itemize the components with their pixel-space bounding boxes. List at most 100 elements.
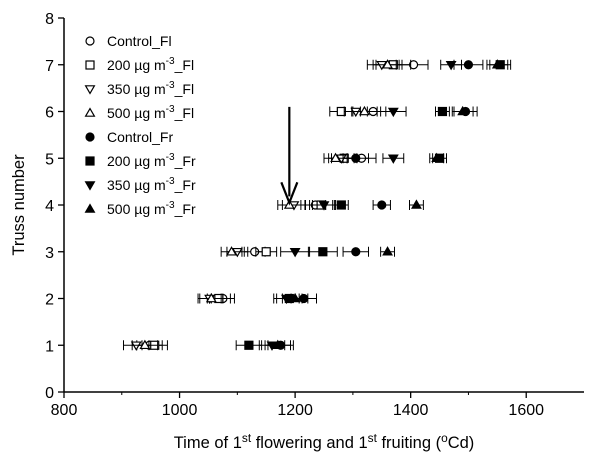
legend-label-part: µ bbox=[134, 177, 142, 193]
data-point bbox=[351, 153, 361, 163]
legend-label-part: Control_Fl bbox=[107, 33, 172, 49]
x-tick-label: 800 bbox=[51, 402, 78, 419]
legend-label-part: 500 bbox=[107, 201, 134, 217]
y-axis-title: Truss number bbox=[10, 154, 28, 256]
y-tick-label: 1 bbox=[45, 338, 54, 355]
data-point bbox=[351, 247, 361, 257]
legend-label: Control_Fr bbox=[107, 129, 173, 145]
x-tick-label: 1400 bbox=[393, 402, 429, 419]
x-axis-title-part: o bbox=[441, 431, 448, 445]
legend-label-part: _Fr bbox=[174, 201, 196, 217]
legend-label: 500 µg m-3_Fr bbox=[107, 200, 196, 217]
legend-item: 500 µg m-3_Fl bbox=[84, 104, 194, 121]
legend-label-part: Control_Fr bbox=[107, 129, 173, 145]
data-point bbox=[350, 107, 362, 118]
data-point bbox=[205, 292, 217, 303]
data-point bbox=[289, 247, 301, 258]
x-tick-label: 1000 bbox=[162, 402, 198, 419]
legend-label-part: -3 bbox=[166, 80, 175, 91]
data-point bbox=[437, 106, 448, 117]
y-axis: 0 1 2 3 4 5 6 7 8 bbox=[45, 11, 64, 402]
series-7 bbox=[264, 59, 509, 351]
legend-label-part: g m bbox=[142, 105, 165, 121]
legend-marker bbox=[84, 85, 96, 95]
data-point bbox=[387, 107, 399, 118]
legend-label-part: _Fl bbox=[174, 105, 194, 121]
legend-label-part: µ bbox=[134, 81, 142, 97]
legend-marker bbox=[85, 132, 95, 142]
legend-marker bbox=[84, 203, 96, 213]
arrow-head bbox=[280, 181, 299, 206]
legend-label: 200 µg m-3_Fr bbox=[107, 152, 196, 169]
legend-label-part: µ bbox=[134, 105, 142, 121]
y-tick-label: 0 bbox=[45, 385, 54, 402]
axis-titles: Time of 1st flowering and 1st fruiting (… bbox=[10, 154, 474, 452]
legend-item: 500 µg m-3_Fr bbox=[84, 200, 196, 217]
legend-label: 350 µg m-3_Fl bbox=[107, 80, 194, 97]
y-tick-label: 3 bbox=[45, 245, 54, 262]
legend-item: 200 µg m-3_Fl bbox=[85, 56, 194, 73]
legend-label-part: 500 bbox=[107, 105, 134, 121]
data-point bbox=[377, 200, 387, 210]
x-tick-label: 1200 bbox=[277, 402, 313, 419]
legend-label-part: µ bbox=[134, 153, 142, 169]
x-axis: 800 1000 1200 1400 1600 bbox=[51, 392, 544, 419]
data-point bbox=[318, 201, 330, 211]
y-tick-label: 6 bbox=[45, 105, 54, 122]
x-axis-title: Time of 1st flowering and 1st fruiting (… bbox=[174, 431, 475, 452]
legend-item: 350 µg m-3_Fr bbox=[84, 176, 196, 193]
x-axis-title-part: fruiting ( bbox=[377, 434, 442, 452]
legend-label-part: g m bbox=[142, 177, 165, 193]
data-point bbox=[289, 292, 301, 303]
legend-label: 350 µg m-3_Fr bbox=[107, 176, 196, 193]
legend-item: 200 µg m-3_Fr bbox=[85, 152, 196, 169]
data-point bbox=[281, 294, 292, 305]
data-point bbox=[411, 199, 422, 209]
annotation bbox=[280, 106, 299, 206]
data-point bbox=[359, 105, 370, 116]
x-axis-title-part: Time of 1 bbox=[174, 434, 242, 452]
legend-label: Control_Fl bbox=[107, 33, 172, 49]
legend-label-part: g m bbox=[142, 201, 165, 217]
legend-label-part: 350 bbox=[107, 177, 134, 193]
legend-marker bbox=[84, 181, 96, 191]
data-point bbox=[139, 339, 151, 350]
data-point bbox=[130, 341, 142, 351]
legend-marker bbox=[85, 156, 95, 166]
data-point bbox=[330, 152, 341, 163]
data-point bbox=[261, 247, 271, 257]
legend-label-part: 350 bbox=[107, 81, 134, 97]
y-tick-label: 2 bbox=[45, 292, 54, 309]
data-point bbox=[244, 340, 254, 350]
data-point bbox=[445, 60, 457, 71]
data-point bbox=[382, 59, 393, 69]
data-point bbox=[318, 247, 328, 257]
legend-label-part: g m bbox=[142, 57, 165, 73]
y-tick-label: 4 bbox=[45, 198, 54, 215]
legend-label-part: g m bbox=[142, 81, 165, 97]
legend-label-part: -3 bbox=[166, 200, 175, 211]
legend-label-part: _Fl bbox=[174, 57, 194, 73]
legend-label-part: µ bbox=[134, 201, 142, 217]
legend-label: 500 µg m-3_Fl bbox=[107, 104, 194, 121]
legend-item: Control_Fl bbox=[85, 33, 172, 49]
x-axis-title-part: Cd) bbox=[448, 434, 475, 452]
legend-label-part: 200 bbox=[107, 57, 134, 73]
legend-label-part: 200 bbox=[107, 153, 134, 169]
x-tick-label: 1600 bbox=[508, 402, 544, 419]
legend-label-part: µ bbox=[134, 57, 142, 73]
y-tick-label: 8 bbox=[45, 11, 54, 28]
legend-label-part: -3 bbox=[166, 152, 175, 163]
legend-marker bbox=[85, 60, 95, 70]
legend-item: 350 µg m-3_Fl bbox=[84, 80, 194, 97]
data-point bbox=[431, 152, 443, 163]
legend-label-part: -3 bbox=[166, 56, 175, 67]
x-axis-title-part: st bbox=[368, 431, 378, 445]
legend-label-part: g m bbox=[142, 153, 165, 169]
data-point bbox=[387, 154, 399, 164]
y-tick-label: 7 bbox=[45, 58, 54, 75]
data-point bbox=[491, 59, 503, 69]
data-point bbox=[463, 60, 474, 70]
legend-label-part: _Fr bbox=[174, 153, 196, 169]
